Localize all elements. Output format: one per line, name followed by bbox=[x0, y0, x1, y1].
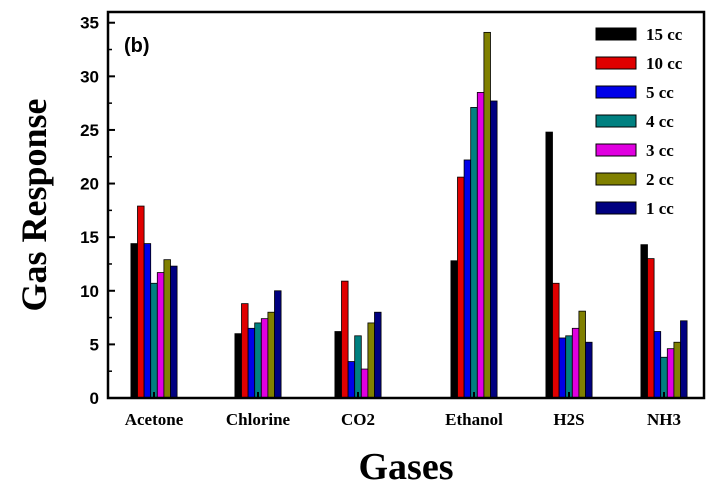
x-tick-label: H2S bbox=[553, 410, 584, 429]
legend-label: 10 cc bbox=[646, 54, 683, 73]
bar bbox=[170, 265, 178, 399]
x-tick-label: Chlorine bbox=[226, 410, 291, 429]
bar bbox=[260, 318, 269, 399]
legend-swatch bbox=[595, 27, 637, 41]
bar bbox=[476, 92, 485, 399]
bar bbox=[545, 131, 553, 399]
legend-label: 5 cc bbox=[646, 83, 674, 102]
bar bbox=[360, 368, 369, 399]
legend-swatch bbox=[595, 56, 637, 70]
bar bbox=[374, 311, 382, 399]
bar bbox=[234, 333, 242, 399]
bar bbox=[647, 258, 655, 399]
bar bbox=[585, 341, 593, 399]
bars-layer bbox=[130, 31, 688, 399]
bar bbox=[274, 290, 282, 399]
bar bbox=[241, 303, 249, 399]
bar bbox=[552, 282, 560, 399]
bar bbox=[463, 159, 472, 399]
bar bbox=[254, 322, 262, 399]
bar bbox=[558, 337, 567, 399]
bar bbox=[666, 348, 675, 399]
bar bbox=[163, 259, 171, 399]
y-tick-label: 0 bbox=[90, 389, 99, 408]
legend-swatch bbox=[595, 143, 637, 157]
y-tick-label: 10 bbox=[80, 282, 99, 301]
y-tick-label: 25 bbox=[80, 121, 99, 140]
bar bbox=[247, 327, 256, 399]
bar bbox=[143, 243, 152, 399]
legend-label: 3 cc bbox=[646, 141, 674, 160]
legend-label: 4 cc bbox=[646, 112, 674, 131]
bar bbox=[341, 280, 349, 399]
x-axis: Acetone Chlorine CO2 Ethanol H2S NH3 bbox=[125, 392, 681, 429]
bar bbox=[490, 100, 498, 399]
bar bbox=[457, 176, 465, 399]
legend-label: 15 cc bbox=[646, 25, 683, 44]
y-tick-label: 5 bbox=[90, 335, 99, 354]
bar bbox=[640, 244, 648, 399]
y-tick-label: 15 bbox=[80, 228, 99, 247]
bar bbox=[267, 311, 275, 399]
bar bbox=[565, 335, 573, 399]
legend-swatch bbox=[595, 114, 637, 128]
x-tick-label: NH3 bbox=[647, 410, 681, 429]
legend-swatch bbox=[595, 201, 637, 215]
bar bbox=[673, 341, 681, 399]
legend: 15 cc 10 cc 5 cc 4 cc 3 cc 2 cc 1 cc bbox=[595, 25, 683, 218]
legend-swatch bbox=[595, 172, 637, 186]
bar bbox=[653, 331, 662, 399]
x-tick-label: CO2 bbox=[341, 410, 375, 429]
legend-label: 1 cc bbox=[646, 199, 674, 218]
bar bbox=[367, 322, 375, 399]
bar bbox=[334, 331, 342, 399]
bar bbox=[660, 356, 668, 399]
legend-label: 2 cc bbox=[646, 170, 674, 189]
x-tick-label: Acetone bbox=[125, 410, 184, 429]
bar bbox=[150, 282, 158, 399]
bar bbox=[470, 107, 478, 399]
y-axis: 0 5 10 15 20 25 30 35 bbox=[80, 14, 115, 408]
plot-frame bbox=[106, 10, 706, 400]
bar bbox=[156, 272, 165, 399]
bar bbox=[354, 335, 362, 399]
y-axis-title: Gas Response bbox=[14, 98, 54, 311]
bar bbox=[130, 243, 138, 399]
panel-label: (b) bbox=[124, 35, 150, 57]
bar bbox=[137, 205, 145, 399]
bar bbox=[450, 260, 458, 399]
bar bbox=[347, 361, 356, 399]
bar bbox=[578, 310, 586, 399]
bar bbox=[483, 31, 491, 399]
y-tick-label: 30 bbox=[80, 67, 99, 86]
bar bbox=[680, 320, 688, 399]
legend-swatch bbox=[595, 85, 637, 99]
x-axis-title: Gases bbox=[359, 446, 454, 488]
x-tick-label: Ethanol bbox=[445, 410, 503, 429]
y-tick-label: 35 bbox=[80, 14, 99, 33]
bar bbox=[571, 327, 580, 399]
y-tick-label: 20 bbox=[80, 175, 99, 194]
